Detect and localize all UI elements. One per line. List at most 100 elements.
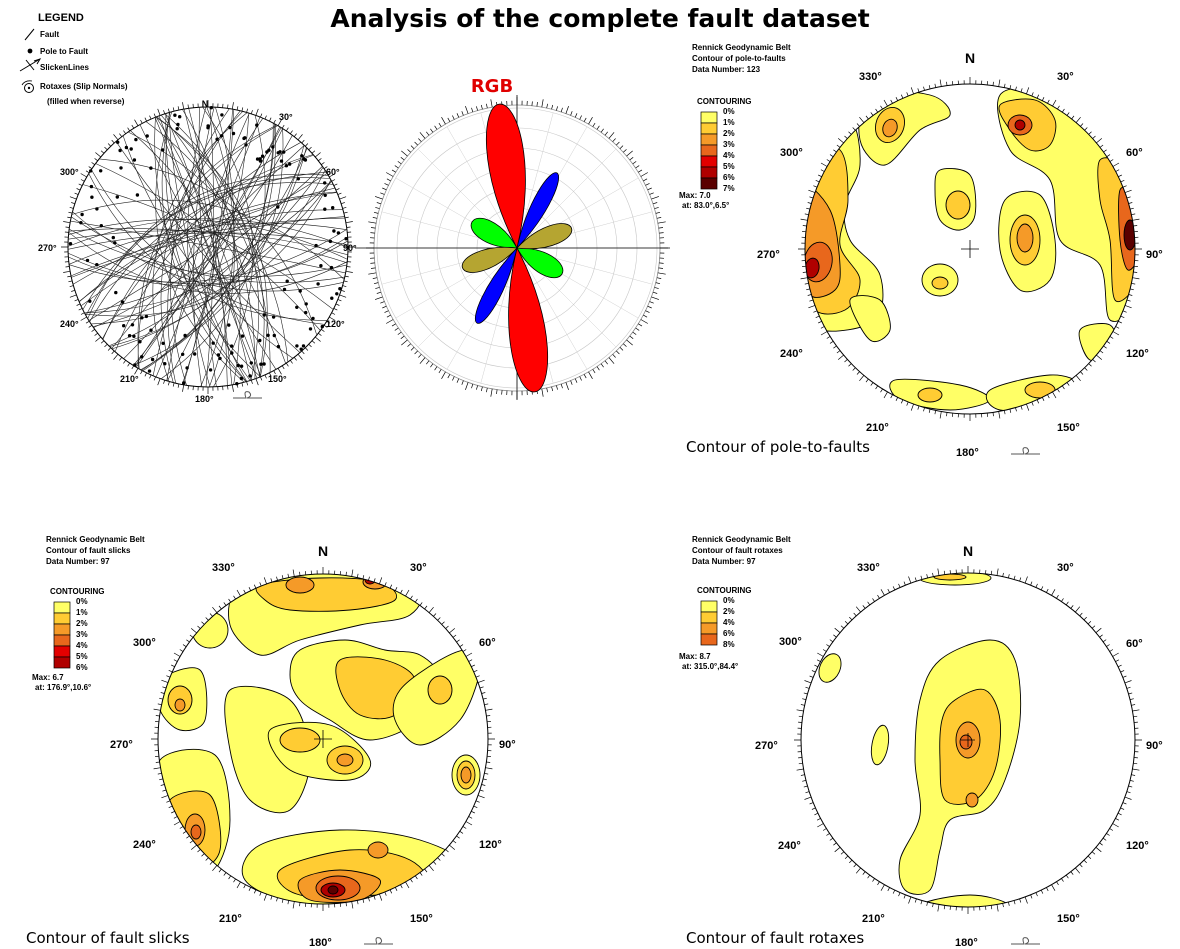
fault-great-circle (130, 130, 286, 364)
poles-label-210: 210° (866, 422, 889, 434)
scale-symbol-icon (364, 937, 393, 945)
fault-great-circle (165, 113, 251, 381)
slicks-max-at: at: 176.9°,10.6° (35, 683, 91, 692)
fault-great-circle (205, 107, 215, 387)
pole-dot (114, 290, 118, 295)
slicks-label-n: N (318, 543, 328, 559)
fault-great-circle (70, 220, 346, 274)
fault-great-circle (71, 199, 345, 280)
pole-dot (299, 347, 303, 351)
legend-level-label: 4% (723, 618, 735, 627)
pole-dot (229, 344, 234, 348)
legend-swatch (700, 600, 718, 613)
fault-great-circle (72, 211, 344, 292)
legend-swatch (700, 166, 718, 179)
legend-item-pole: Pole to Fault (40, 47, 88, 56)
contour-region (1016, 223, 1034, 253)
fault-great-circle (68, 228, 347, 277)
rotaxes-label-270: 270° (755, 740, 778, 752)
rotaxes-label-30: 30° (1057, 562, 1074, 574)
fault-great-circle (92, 167, 324, 327)
rotaxes-label-240: 240° (778, 840, 801, 852)
fault-net-label-30: 30° (279, 112, 293, 122)
slicks-net-ticks (151, 567, 495, 911)
pole-dot (218, 356, 222, 361)
scale-symbol-icon (233, 391, 262, 399)
fault-stereonet: N 30° 60° 270° 300° 240° 120° 210° 150° … (38, 99, 355, 404)
rose-petal-red (508, 246, 549, 393)
pole-dot (239, 364, 244, 368)
rotaxes-header: Rennick Geodynamic Belt Contour of fault… (692, 535, 791, 566)
pole-dot (282, 150, 286, 154)
legend-swatch (53, 601, 71, 614)
slicks-label-270: 270° (110, 739, 133, 751)
legend-swatch (700, 133, 718, 146)
pole-dot (228, 125, 232, 130)
rose-petal-olive (461, 246, 518, 273)
poles-label-240: 240° (780, 348, 803, 360)
slicks-header-line2: Contour of fault slicks (46, 546, 131, 555)
poles-max-at: at: 83.0°,6.5° (682, 201, 729, 210)
slicks-header: Rennick Geodynamic Belt Contour of fault… (46, 535, 145, 566)
rotaxes-max-at: at: 315.0°,84.4° (682, 662, 738, 671)
slicks-contouring-label: CONTOURING (50, 587, 105, 596)
net-ticks (794, 566, 1142, 914)
legend-heading: LEGEND (38, 12, 84, 24)
legend-level-label: 4% (723, 151, 735, 160)
pole-dot (304, 310, 308, 315)
pole-dot (215, 137, 219, 141)
fault-great-circle (142, 123, 274, 372)
poles-label-120: 120° (1126, 348, 1149, 360)
rotaxes-label-120: 120° (1126, 840, 1149, 852)
slickenline-icon (19, 58, 42, 72)
page-title: Analysis of the complete fault dataset (330, 4, 869, 33)
pole-dot (320, 324, 324, 329)
legend-swatch (53, 645, 71, 658)
rotaxes-caption: Contour of fault rotaxes (686, 929, 864, 947)
pole-dot (161, 341, 165, 345)
pole-dot (295, 344, 299, 348)
fault-great-circle (193, 107, 215, 387)
pole-dot (219, 134, 224, 138)
contour-region (965, 792, 979, 808)
poles-label-330: 330° (859, 71, 882, 83)
poles-header-line2: Contour of pole-to-faults (692, 54, 786, 63)
slicks-label-90: 90° (499, 739, 516, 751)
rotaxes-max: Max: 8.7 (679, 652, 711, 661)
pole-dot (88, 299, 92, 303)
contour-region (870, 724, 890, 766)
pole-dot (145, 134, 149, 138)
legend-swatch (700, 122, 718, 135)
pole-dot (249, 361, 253, 365)
pole-dot (276, 344, 281, 349)
slicks-label-240: 240° (133, 839, 156, 851)
pole-dot (331, 206, 335, 210)
fault-great-circle (88, 173, 328, 321)
fault-great-circle (95, 163, 321, 331)
fault-great-circle (145, 121, 271, 373)
rose-petal-red (485, 103, 526, 250)
pole-dot (239, 376, 244, 381)
rose-petals (461, 103, 573, 393)
legend-item-rotaxes: Rotaxes (Slip Normals) (40, 82, 128, 91)
pole-dot (181, 352, 185, 356)
fault-great-circle (111, 145, 305, 350)
fault-great-circle (80, 187, 336, 307)
legend-level-label: 0% (76, 597, 88, 606)
pole-dot (330, 296, 334, 300)
slicks-contours (158, 574, 481, 904)
slicks-max: Max: 6.7 (32, 673, 64, 682)
pole-dot (149, 166, 153, 170)
fault-net-label-60: 60° (326, 167, 340, 177)
pole-dot (120, 300, 125, 304)
rose-diagram: RGB 90° (343, 76, 670, 400)
pole-dot (285, 279, 289, 283)
scale-symbol-icon (1011, 447, 1040, 455)
pole-dot (115, 195, 120, 199)
fault-net-label-120: 120° (326, 319, 345, 329)
pole-dot (288, 162, 292, 166)
pole-dot (89, 169, 93, 173)
legend-swatch (700, 111, 718, 124)
slicks-header-line1: Rennick Geodynamic Belt (46, 535, 145, 544)
